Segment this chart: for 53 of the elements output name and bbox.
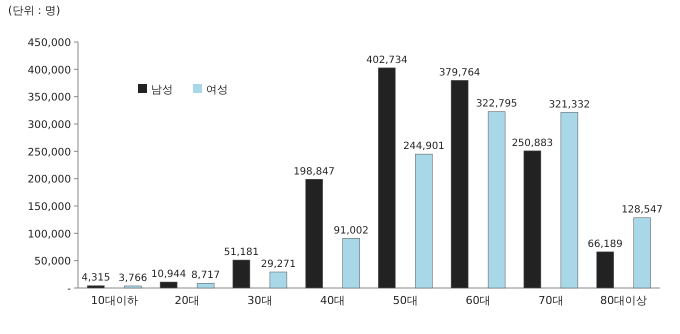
y-tick-label: 250,000 <box>28 146 71 158</box>
x-tick-label: 70대 <box>538 294 564 307</box>
data-label: 244,901 <box>403 141 445 152</box>
x-tick-label: 20대 <box>174 294 200 307</box>
y-tick-label: 400,000 <box>28 64 71 76</box>
data-label: 379,764 <box>438 67 480 78</box>
bar <box>450 80 468 288</box>
x-tick-label: 60대 <box>466 294 491 307</box>
bar <box>342 238 360 288</box>
data-label: 4,315 <box>82 272 110 284</box>
x-tick-label: 30대 <box>247 294 272 307</box>
x-tick-label: 80대이상 <box>600 294 648 307</box>
y-tick-label: 300,000 <box>28 119 71 131</box>
y-tick-label: 50,000 <box>34 256 71 268</box>
y-tick-label: 450,000 <box>28 37 71 49</box>
y-tick-label: - <box>67 283 72 295</box>
x-tick-label: 10대이하 <box>90 294 138 307</box>
bar <box>633 217 651 288</box>
data-label: 322,795 <box>476 98 518 110</box>
y-tick-label: 150,000 <box>28 201 71 213</box>
data-label: 128,547 <box>621 204 663 216</box>
data-label: 29,271 <box>260 259 296 270</box>
bar <box>160 282 178 288</box>
bar <box>596 252 614 288</box>
data-label: 10,944 <box>151 269 186 280</box>
data-label: 91,002 <box>334 225 369 236</box>
bar <box>378 68 396 288</box>
data-label: 3,766 <box>118 272 148 284</box>
x-tick-label: 50대 <box>392 294 418 307</box>
legend-label: 여성 <box>206 83 228 96</box>
data-label: 250,883 <box>512 138 554 149</box>
bar <box>560 112 578 288</box>
y-tick-label: 100,000 <box>28 228 71 240</box>
bar <box>270 272 288 288</box>
y-tick-label: 350,000 <box>28 92 71 104</box>
data-label: 321,332 <box>548 99 590 110</box>
bar <box>415 154 433 288</box>
data-label: 198,847 <box>293 166 335 178</box>
bar <box>124 286 142 288</box>
bar <box>305 179 323 288</box>
bar <box>232 260 250 288</box>
bar <box>488 111 506 288</box>
bar <box>87 285 105 288</box>
data-label: 66,189 <box>588 238 623 250</box>
text: (단위 : 명) <box>8 4 60 17</box>
data-label: 51,181 <box>224 247 259 258</box>
y-tick-label: 200,000 <box>28 174 71 186</box>
bar <box>524 150 542 288</box>
data-label: 8,717 <box>191 270 220 282</box>
bar <box>196 282 214 288</box>
x-tick-label: 40대 <box>320 294 346 307</box>
data-label: 402,734 <box>366 54 408 66</box>
legend-label: 남성 <box>151 83 173 96</box>
